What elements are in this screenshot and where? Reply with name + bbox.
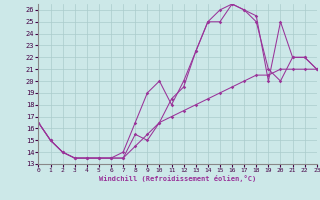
X-axis label: Windchill (Refroidissement éolien,°C): Windchill (Refroidissement éolien,°C)	[99, 175, 256, 182]
